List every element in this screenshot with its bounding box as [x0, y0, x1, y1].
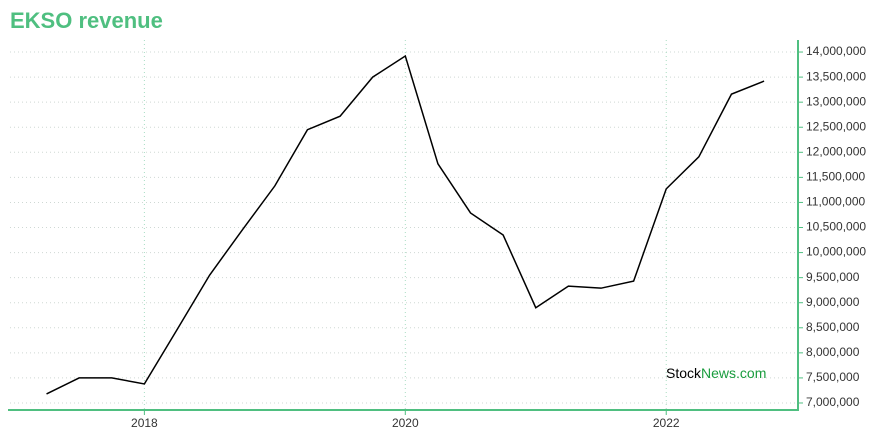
y-tick-label: 12,000,000 — [806, 144, 866, 158]
y-tick-label: 10,500,000 — [806, 220, 866, 234]
grid — [10, 40, 798, 410]
watermark-part: News.com — [701, 365, 766, 381]
watermark: StockNews.com — [666, 365, 766, 381]
chart-title: EKSO revenue — [10, 8, 163, 33]
y-tick-label: 10,000,000 — [806, 245, 866, 259]
y-tick-label: 7,000,000 — [806, 395, 860, 409]
y-tick-label: 8,500,000 — [806, 320, 860, 334]
y-tick-label: 9,500,000 — [806, 270, 860, 284]
x-tick-label: 2020 — [392, 416, 419, 430]
x-tick-label: 2022 — [653, 416, 680, 430]
watermark-part: Stock — [666, 365, 702, 381]
y-tick-label: 7,500,000 — [806, 370, 860, 384]
plot — [46, 54, 765, 395]
y-tick-label: 14,000,000 — [806, 44, 866, 58]
y-tick-label: 12,500,000 — [806, 119, 866, 133]
y-tick-label: 9,000,000 — [806, 295, 860, 309]
y-tick-label: 13,000,000 — [806, 94, 866, 108]
y-tick-label: 11,000,000 — [806, 195, 865, 209]
y-tick-label: 11,500,000 — [806, 170, 865, 184]
y-tick-label: 13,500,000 — [806, 69, 866, 83]
x-tick-label: 2018 — [131, 416, 158, 430]
data-line — [46, 54, 765, 395]
y-tick-label: 8,000,000 — [806, 345, 860, 359]
